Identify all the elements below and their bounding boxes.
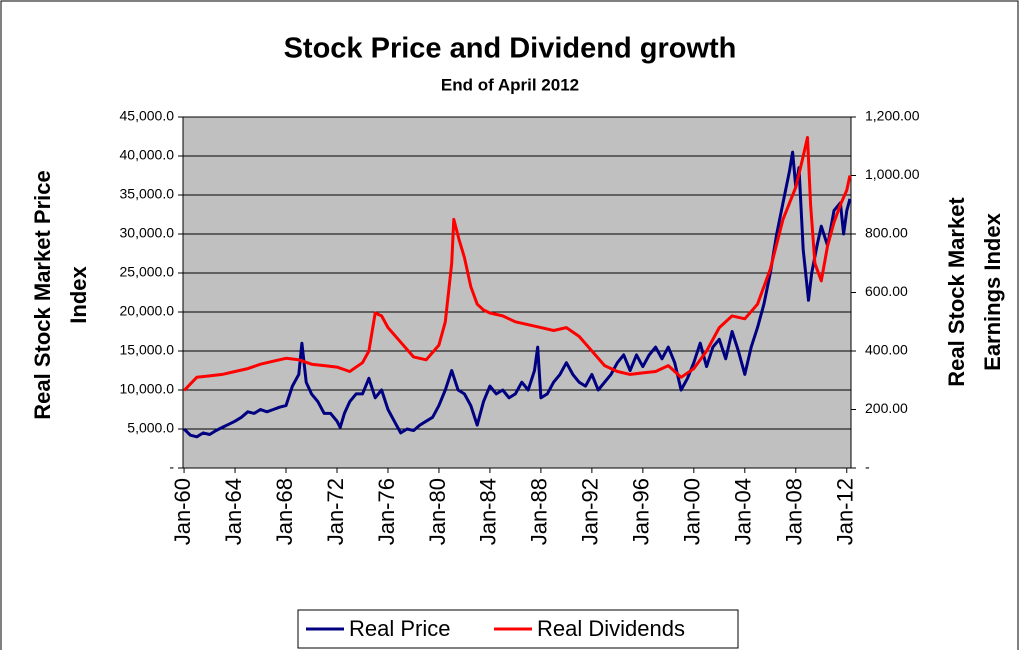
y-tick-label: 30,000.0 bbox=[120, 225, 175, 241]
y-tick-label: 10,000.0 bbox=[120, 381, 175, 397]
x-tick-label: Jan-08 bbox=[782, 478, 807, 545]
plot-area bbox=[183, 117, 851, 468]
y2-tick-label: 600.00 bbox=[865, 283, 908, 299]
y-tick-label: 35,000.0 bbox=[120, 186, 175, 202]
y2-tick-label: 1,000.00 bbox=[865, 166, 920, 182]
y2-tick-label: 1,200.00 bbox=[865, 108, 920, 124]
x-tick-label: Jan-84 bbox=[476, 478, 501, 545]
y-tick-label: 15,000.0 bbox=[120, 342, 175, 358]
chart-title: Stock Price and Dividend growth bbox=[284, 33, 737, 65]
x-tick-label: Jan-76 bbox=[374, 478, 399, 545]
x-tick-label: Jan-12 bbox=[833, 478, 858, 545]
y-tick-label: 5,000.0 bbox=[127, 420, 174, 436]
y2-tick-label: 200.00 bbox=[865, 400, 908, 416]
y-tick-label: 25,000.0 bbox=[120, 264, 175, 280]
x-tick-label: Jan-72 bbox=[323, 478, 348, 545]
x-tick-label: Jan-92 bbox=[578, 478, 603, 545]
y2-axis-title: Real Stock Market bbox=[944, 197, 969, 387]
data-line bbox=[183, 150, 852, 439]
legend-label: Real Price bbox=[349, 616, 450, 641]
y-axis-title: Real Stock Market Price bbox=[30, 170, 55, 419]
y-tick-label: 45,000.0 bbox=[120, 108, 175, 124]
y-tick-label: - bbox=[169, 459, 174, 475]
x-tick-label: Jan-80 bbox=[425, 478, 450, 545]
y-tick-label: 20,000.0 bbox=[120, 303, 175, 319]
y-tick-label: 40,000.0 bbox=[120, 147, 175, 163]
data-line bbox=[183, 136, 852, 392]
y2-tick-label: - bbox=[865, 459, 870, 475]
x-tick-label: Jan-60 bbox=[170, 478, 195, 545]
x-tick-label: Jan-68 bbox=[272, 478, 297, 545]
legend-label: Real Dividends bbox=[537, 616, 685, 641]
chart-subtitle: End of April 2012 bbox=[441, 75, 579, 94]
x-tick-label: Jan-88 bbox=[527, 478, 552, 545]
y-axis-title: Index bbox=[66, 266, 91, 324]
y2-axis-title: Earnings Index bbox=[980, 212, 1005, 370]
x-tick-label: Jan-96 bbox=[629, 478, 654, 545]
x-tick-label: Jan-04 bbox=[731, 478, 756, 545]
x-tick-label: Jan-64 bbox=[221, 478, 246, 545]
y2-tick-label: 400.00 bbox=[865, 342, 908, 358]
y2-tick-label: 800.00 bbox=[865, 225, 908, 241]
x-tick-label: Jan-00 bbox=[680, 478, 705, 545]
